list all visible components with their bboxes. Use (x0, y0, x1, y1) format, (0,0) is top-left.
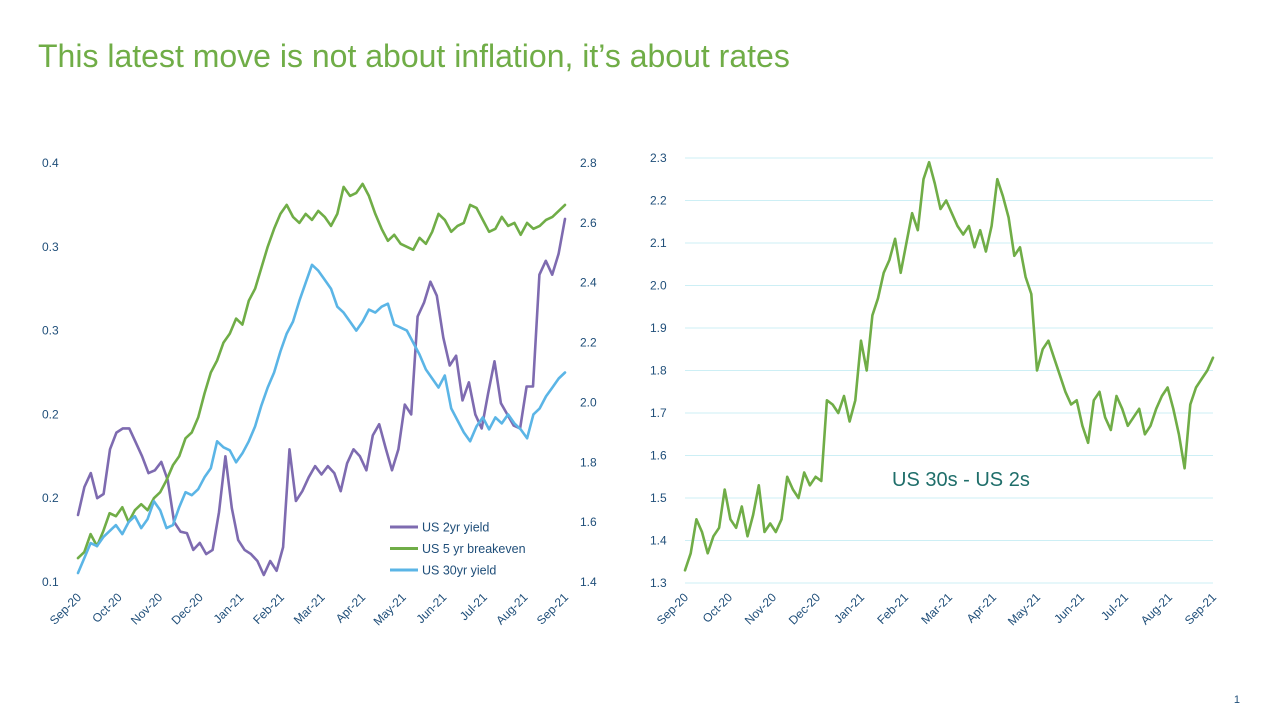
left-y-tick-label: 0.2 (42, 491, 59, 505)
series-line (76, 182, 567, 560)
right-y-tick-label: 1.6 (580, 515, 597, 529)
x-tick-label: Apr-21 (964, 590, 1000, 626)
page-number: 1 (1233, 694, 1240, 706)
right-y-tick-label: 2.4 (580, 276, 597, 290)
x-tick-label: May-21 (1005, 590, 1043, 628)
right-y-tick-label: 2.0 (580, 395, 597, 409)
x-tick-label: Jun-21 (1051, 590, 1087, 626)
legend: US 2yr yield US 5 yr breakeven US 30yr yie… (390, 521, 526, 578)
y-tick-label: 2.3 (650, 151, 667, 165)
x-tick-label: Nov-20 (742, 590, 779, 627)
x-tick-label: Feb-21 (874, 590, 911, 627)
x-tick-label: Sep-20 (654, 590, 691, 627)
x-tick-label: Aug-21 (1138, 590, 1175, 627)
x-tick-label: Jan-21 (831, 590, 867, 626)
left-y-tick-label: 0.3 (42, 240, 59, 254)
spread-series-line (683, 160, 1215, 572)
legend-label: US 30yr yield (422, 564, 496, 578)
y-tick-label: 1.8 (650, 364, 667, 378)
chart-annotation: US 30s - US 2s (892, 469, 1030, 491)
y-tick-label: 1.7 (650, 406, 667, 420)
y-tick-label: 1.4 (650, 534, 667, 548)
right-y-tick-label: 2.2 (580, 336, 597, 350)
left-y-tick-label: 0.4 (42, 156, 59, 170)
left-y-tick-label: 0.1 (42, 575, 59, 589)
series-line (76, 263, 567, 575)
right-y-tick-label: 2.8 (580, 156, 597, 170)
right-y-tick-label: 1.4 (580, 575, 597, 589)
legend-label: US 5 yr breakeven (422, 542, 526, 556)
left-yields-chart: 0.4 0.3 0.3 0.2 0.2 0.1 2.8 2.6 2.4 2.2 2.0 1.8 1.6 1… (42, 156, 597, 628)
y-tick-label: 1.6 (650, 449, 667, 463)
legend-label: US 2yr yield (422, 521, 489, 535)
right-y-tick-label: 1.8 (580, 455, 597, 469)
left-y-tick-label: 0.2 (42, 407, 59, 421)
x-tick-label: Oct-20 (700, 590, 736, 626)
x-tick-label: Mar-21 (918, 590, 955, 627)
y-tick-label: 2.0 (650, 279, 667, 293)
left-y-tick-label: 0.3 (42, 324, 59, 338)
y-tick-label: 1.3 (650, 576, 667, 590)
y-tick-label: 2.2 (650, 194, 667, 208)
x-tick-label: Jul-21 (1098, 590, 1131, 623)
right-y-tick-label: 2.6 (580, 216, 597, 230)
y-tick-label: 1.5 (650, 491, 667, 505)
y-tick-label: 2.1 (650, 236, 667, 250)
x-tick-label: Dec-20 (786, 590, 823, 627)
x-tick-label: Sep-21 (1182, 590, 1219, 627)
y-tick-label: 1.9 (650, 321, 667, 335)
slide-title: This latest move is not about inflation,… (38, 38, 790, 74)
